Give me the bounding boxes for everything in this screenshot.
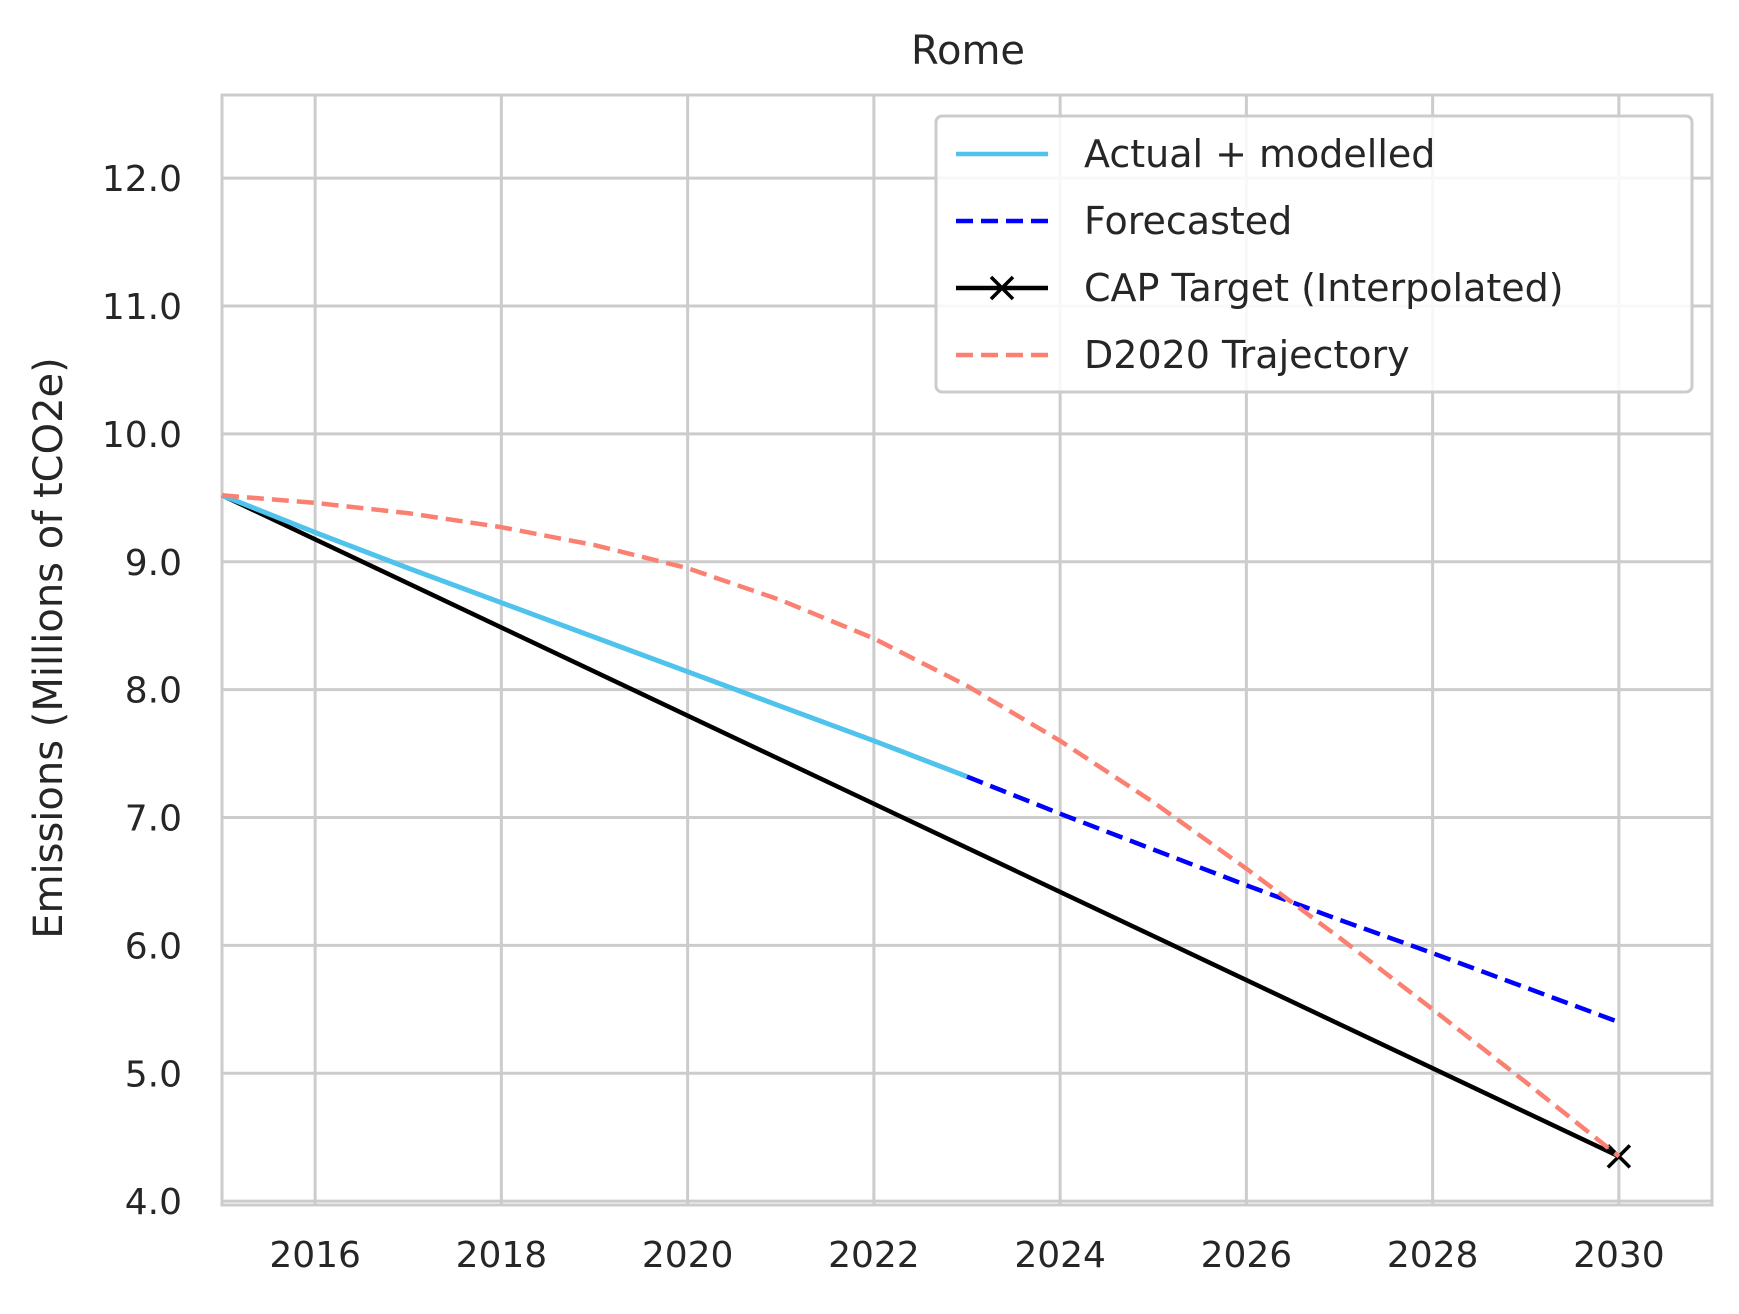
y-tick-label: 5.0 [125, 1054, 182, 1095]
x-axis: 2016 2018 2020 2022 2024 2026 2028 2030 [269, 1235, 1664, 1276]
y-tick-label: 8.0 [125, 671, 182, 712]
x-tick-label: 2024 [1014, 1235, 1106, 1276]
x-tick-label: 2022 [828, 1235, 920, 1276]
legend-label: CAP Target (Interpolated) [1084, 266, 1564, 310]
x-tick-label: 2026 [1201, 1235, 1293, 1276]
legend-label: Forecasted [1084, 199, 1292, 243]
y-tick-label: 12.0 [102, 159, 182, 200]
legend-marker [989, 275, 1015, 301]
legend-box [934, 114, 1694, 394]
chart-title: Rome [911, 28, 1025, 74]
legend-label: D2020 Trajectory [1084, 333, 1410, 377]
y-tick-label: 10.0 [102, 415, 182, 456]
y-axis: 4.0 5.0 6.0 7.0 8.0 9.0 10.0 11.0 12.0 [102, 159, 182, 1223]
x-tick-label: 2020 [642, 1235, 734, 1276]
series-line-2 [966, 774, 1620, 1025]
y-tick-label: 6.0 [125, 926, 182, 967]
y-tick-label: 11.0 [102, 287, 182, 328]
series-line-4 [221, 493, 1621, 1159]
y-tick-label: 7.0 [125, 799, 182, 840]
x-tick-label: 2016 [269, 1235, 361, 1276]
y-tick-label: 4.0 [125, 1182, 182, 1223]
y-tick-label: 9.0 [125, 543, 182, 584]
series-line-1 [221, 492, 968, 779]
legend-label: Actual + modelled [1084, 132, 1435, 176]
series-line-3 [221, 493, 1620, 1159]
plot-area [220, 93, 1714, 1207]
x-tick-label: 2030 [1573, 1235, 1665, 1276]
y-axis-label: Emissions (Millions of tCO2e) [26, 357, 72, 939]
x-tick-label: 2018 [456, 1235, 548, 1276]
series-group [221, 492, 1632, 1169]
legend: Actual + modelled Forecasted CAP Target (I… [934, 114, 1694, 394]
x-tick-label: 2028 [1387, 1235, 1479, 1276]
